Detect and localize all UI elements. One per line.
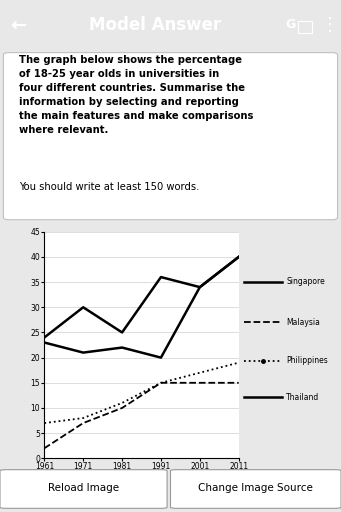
FancyBboxPatch shape	[3, 53, 338, 220]
Bar	[298, 21, 312, 33]
Text: ←: ←	[10, 15, 26, 34]
Text: ⋮: ⋮	[321, 16, 339, 34]
Text: Change Image Source: Change Image Source	[198, 483, 313, 493]
Text: Model Answer: Model Answer	[89, 16, 221, 34]
Text: You should write at least 150 words.: You should write at least 150 words.	[19, 182, 199, 193]
Text: Reload Image: Reload Image	[48, 483, 119, 493]
FancyBboxPatch shape	[0, 470, 167, 508]
Text: Philippines: Philippines	[286, 356, 328, 366]
Text: Malaysia: Malaysia	[286, 318, 320, 327]
FancyBboxPatch shape	[170, 470, 341, 508]
Text: Thailand: Thailand	[286, 393, 319, 401]
Text: Singapore: Singapore	[286, 277, 325, 286]
Text: The graph below shows the percentage
of 18-25 year olds in universities in
four : The graph below shows the percentage of …	[19, 55, 253, 135]
Text: G: G	[285, 18, 295, 32]
